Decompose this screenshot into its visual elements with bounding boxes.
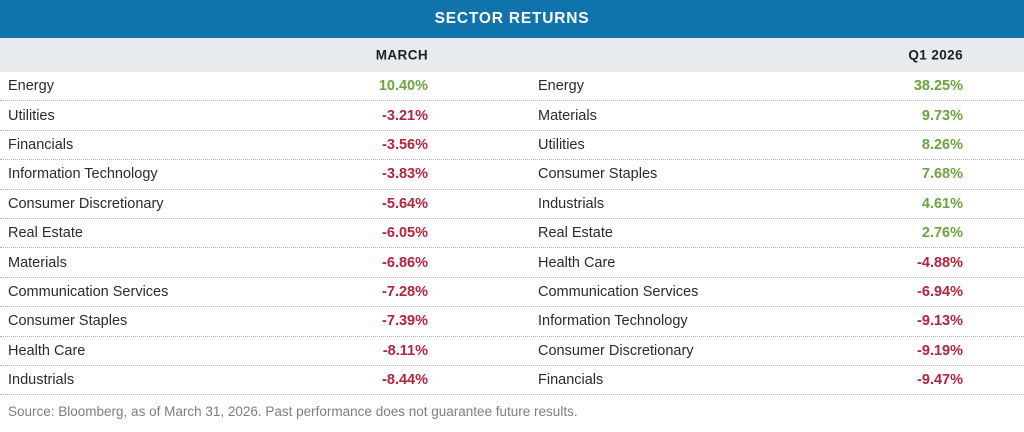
table-row: Materials -6.86% Health Care -4.88% [0, 248, 1024, 278]
return-value-march: -6.05% [382, 225, 428, 242]
return-value-march: -7.39% [382, 313, 428, 330]
return-value-q1: 2.76% [921, 225, 963, 242]
return-value-q1: -9.47% [917, 372, 963, 389]
return-value-march: -3.21% [382, 107, 428, 124]
return-value-q1: -4.88% [917, 254, 963, 271]
return-value-march: -3.83% [382, 166, 428, 183]
table-row: Real Estate -6.05% Real Estate 2.76% [0, 219, 1024, 249]
sector-name-q1: Consumer Discretionary [538, 342, 694, 359]
table-title: SECTOR RETURNS [434, 10, 590, 27]
return-value-q1: 4.61% [921, 195, 963, 212]
table-row: Information Technology -3.83% Consumer Sta… [0, 160, 1024, 190]
table-row: Industrials -8.44% Financials -9.47% [0, 366, 1024, 396]
return-value-q1: -9.19% [917, 342, 963, 359]
table-body: Energy 10.40% Energy 38.25% Utilities -3.21% M… [0, 72, 1024, 396]
return-value-q1: -9.13% [917, 313, 963, 330]
sector-name-march: Financials [8, 136, 74, 153]
sector-name-q1: Health Care [538, 254, 616, 271]
sector-name-q1: Utilities [538, 136, 585, 153]
return-value-q1: -6.94% [917, 283, 963, 300]
table-row: Health Care -8.11% Consumer Discretionary -… [0, 337, 1024, 366]
return-value-march: 10.40% [378, 78, 428, 95]
return-value-q1: 8.26% [921, 136, 963, 153]
sector-name-march: Communication Services [8, 283, 169, 300]
sector-name-q1: Financials [538, 372, 604, 389]
sector-name-q1: Information Technology [538, 313, 688, 330]
return-value-march: -7.28% [382, 283, 428, 300]
sector-name-march: Consumer Staples [8, 313, 128, 330]
return-value-q1: 7.68% [921, 166, 963, 183]
return-value-q1: 9.73% [921, 107, 963, 124]
column-header-row: MARCH Q1 2026 [0, 38, 1024, 72]
return-value-q1: 38.25% [913, 78, 963, 95]
table-title-bar: SECTOR RETURNS [0, 0, 1024, 38]
sector-name-march: Health Care [8, 342, 86, 359]
return-value-march: -6.86% [382, 254, 428, 271]
sector-name-march: Consumer Discretionary [8, 195, 164, 212]
table-row: Consumer Staples -7.39% Information Techno… [0, 307, 1024, 337]
table-row: Energy 10.40% Energy 38.25% [0, 72, 1024, 102]
table-row: Financials -3.56% Utilities 8.26% [0, 131, 1024, 161]
sector-name-march: Materials [8, 254, 67, 271]
sector-name-q1: Consumer Staples [538, 166, 658, 183]
return-value-march: -8.44% [382, 372, 428, 389]
sector-name-march: Real Estate [8, 225, 83, 242]
table-row: Communication Services -7.28% Communicatio… [0, 278, 1024, 308]
source-note: Source: Bloomberg, as of March 31, 2026.… [8, 404, 578, 419]
sector-name-q1: Energy [538, 78, 584, 95]
table-row: Utilities -3.21% Materials 9.73% [0, 101, 1024, 131]
return-value-march: -5.64% [382, 195, 428, 212]
sector-name-march: Industrials [8, 372, 75, 389]
table-row: Consumer Discretionary -5.64% Industrials 4… [0, 190, 1024, 219]
sector-name-q1: Industrials [538, 195, 605, 212]
sector-name-march: Energy [8, 78, 54, 95]
column-header-march: MARCH [375, 47, 428, 63]
sector-name-march: Utilities [8, 107, 55, 124]
return-value-march: -3.56% [382, 136, 428, 153]
sector-name-q1: Materials [538, 107, 597, 124]
column-header-q1-2026: Q1 2026 [908, 47, 963, 63]
return-value-march: -8.11% [382, 342, 428, 359]
sector-name-q1: Communication Services [538, 283, 699, 300]
sector-name-q1: Real Estate [538, 225, 613, 242]
sector-name-march: Information Technology [8, 166, 158, 183]
